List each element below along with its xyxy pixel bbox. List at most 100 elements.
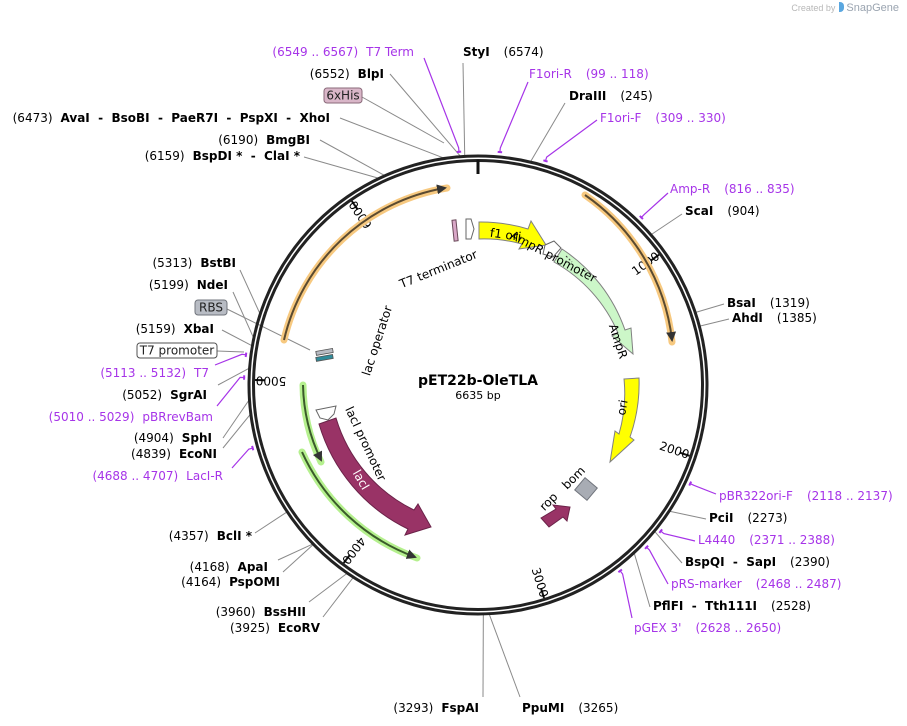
primer-label[interactable]: (5010 .. 5029) pBRrevBam [49, 410, 213, 424]
primer-label[interactable]: (5113 .. 5132) T7 [100, 366, 209, 380]
enzyme-label[interactable]: BspQI - SapI (2390) [685, 555, 830, 569]
enzyme-label[interactable]: PpuMI (3265) [522, 701, 618, 715]
enzyme-label[interactable]: (4357) BclI * [169, 529, 253, 543]
primer-label[interactable]: L4440 (2371 .. 2388) [698, 533, 835, 547]
feature-box-rbs[interactable] [194, 299, 228, 316]
feature-box-label: 6xHis [326, 89, 359, 103]
enzyme-name: AvaI - BsoBI - PaeR7I - PspXI - XhoI [61, 111, 330, 125]
primer-label[interactable]: (4688 .. 4707) LacI-R [92, 469, 223, 483]
lac-operator-glyph-bottom [315, 354, 334, 362]
enzyme-label[interactable]: (6159) BspDI * - ClaI * [145, 149, 301, 163]
enzyme-name: NdeI [197, 278, 228, 292]
enzyme-position: (2528) [771, 599, 811, 613]
enzyme-name: BstBI [200, 256, 236, 270]
enzyme-name: BsaI [727, 296, 756, 310]
enzyme-position: (2273) [748, 511, 788, 525]
enzyme-leader-line [696, 303, 725, 313]
enzyme-label[interactable]: (5052) SgrAI [122, 388, 207, 402]
lac-operator-glyph-top [315, 348, 334, 356]
enzyme-label[interactable]: (4168) ApaI [190, 560, 268, 574]
boxed-feature-labels: 6xHis RBS T7 promoter [136, 87, 363, 359]
ampr-promoter-label: AmpR promoter [508, 228, 599, 285]
enzyme-label[interactable]: (3960) BssHII [216, 605, 306, 619]
enzyme-leader-line [654, 531, 683, 564]
primer-label[interactable]: Amp-R (816 .. 835) [670, 182, 795, 196]
primer-range: (5010 .. 5029) [49, 410, 135, 424]
primer-name: LacI-R [186, 469, 223, 483]
enzyme-label[interactable]: (3925) EcoRV [230, 621, 321, 635]
primer-binding-mark [644, 544, 649, 550]
enzyme-labels: StyI (6574) DraIII (245) ScaI (904) BsaI (1319)… [13, 45, 830, 715]
primer-label[interactable]: pBR322ori-F (2118 .. 2137) [719, 489, 893, 503]
enzyme-position: (5159) [136, 322, 176, 336]
tick-mark [351, 200, 359, 210]
enzyme-label[interactable]: ScaI (904) [685, 204, 760, 218]
enzyme-position: (245) [620, 89, 652, 103]
enzyme-leader-line [651, 213, 683, 235]
small-promoter-glyph [465, 218, 475, 240]
primer-label[interactable]: pRS-marker (2468 .. 2487) [671, 577, 841, 591]
enzyme-name: SgrAI [170, 388, 207, 402]
enzyme-name: PflFI - Tth111I [653, 599, 757, 613]
enzyme-name: ApaI [238, 560, 268, 574]
enzyme-label[interactable]: (5199) NdeI [149, 278, 228, 292]
enzyme-leader-line [389, 73, 461, 157]
enzyme-position: (6473) [13, 111, 53, 125]
primer-range: (4688 .. 4707) [92, 469, 178, 483]
primer-label[interactable]: F1ori-R (99 .. 118) [529, 67, 649, 81]
enzyme-leader-line [222, 400, 249, 439]
primer-leader-line [214, 353, 248, 366]
f1-ori-arrow [478, 219, 547, 250]
t7-terminator-label: T7 terminator [397, 247, 480, 291]
enzyme-label[interactable]: (4904) SphI [134, 431, 212, 445]
enzyme-position: (5199) [149, 278, 189, 292]
primer-label[interactable]: pGEX 3' (2628 .. 2650) [634, 621, 781, 635]
ampr-arrow [553, 248, 634, 356]
t7-terminator-glyph [451, 219, 459, 242]
enzyme-label[interactable]: (6552) BlpI [310, 67, 384, 81]
enzyme-label[interactable]: (6190) BmgBI [218, 133, 310, 147]
primer-binding-mark [688, 481, 693, 487]
feature-box-t7-promoter[interactable] [136, 342, 218, 359]
enzyme-label[interactable]: (4839) EcoNI [131, 447, 217, 461]
enzyme-position: (3293) [393, 701, 433, 715]
enzyme-position: (6190) [218, 133, 258, 147]
enzyme-label[interactable]: BsaI (1319) [727, 296, 810, 310]
feature-box-6xhis[interactable] [323, 87, 363, 104]
enzyme-label[interactable]: DraIII (245) [569, 89, 653, 103]
primer-range: (2628 .. 2650) [695, 621, 781, 635]
enzyme-label[interactable]: PciI (2273) [709, 511, 787, 525]
enzyme-position: (4904) [134, 431, 174, 445]
enzyme-label[interactable]: (5313) BstBI [152, 256, 236, 270]
enzyme-label[interactable]: AhdI (1385) [732, 311, 817, 325]
primer-binding-mark [251, 445, 255, 451]
enzyme-name: BclI * [217, 529, 253, 543]
enzyme-label[interactable]: (5159) XbaI [136, 322, 214, 336]
primer-label[interactable]: (6549 .. 6567) T7 Term [272, 45, 414, 59]
primer-range: (816 .. 835) [724, 182, 794, 196]
primer-leader-line [619, 569, 633, 619]
primer-name: pGEX 3' [634, 621, 681, 635]
enzyme-position: (1385) [777, 311, 817, 325]
enzyme-position: (4164) [181, 575, 221, 589]
primer-labels: (6549 .. 6567) T7 Term F1ori-R (99 .. 118) F… [49, 45, 893, 635]
f1-ori-label: f1 ori [489, 226, 522, 244]
enzyme-label[interactable]: PflFI - Tth111I (2528) [653, 599, 811, 613]
enzyme-name: FspAI [441, 701, 479, 715]
enzyme-position: (6574) [504, 45, 544, 59]
enzyme-name: BssHII [264, 605, 306, 619]
enzyme-leader-line [488, 614, 521, 698]
tick-label: 2000 [658, 439, 691, 462]
enzyme-label[interactable]: (3293) FspAI [393, 701, 479, 715]
primer-label[interactable]: F1ori-F (309 .. 330) [600, 111, 726, 125]
enzyme-label[interactable]: StyI (6574) [463, 45, 544, 59]
primer-name: Amp-R [670, 182, 710, 196]
enzyme-leader-line [222, 414, 251, 449]
tick-mark [679, 451, 690, 457]
enzyme-label[interactable]: (6473) AvaI - BsoBI - PaeR7I - PspXI - Xh… [13, 111, 330, 125]
primer-leader-line [423, 57, 460, 153]
enzyme-name: StyI [463, 45, 490, 59]
enzyme-label[interactable]: (4164) PspOMI [181, 575, 280, 589]
enzyme-leader-line [217, 368, 249, 386]
feature-leader-line [226, 308, 311, 351]
